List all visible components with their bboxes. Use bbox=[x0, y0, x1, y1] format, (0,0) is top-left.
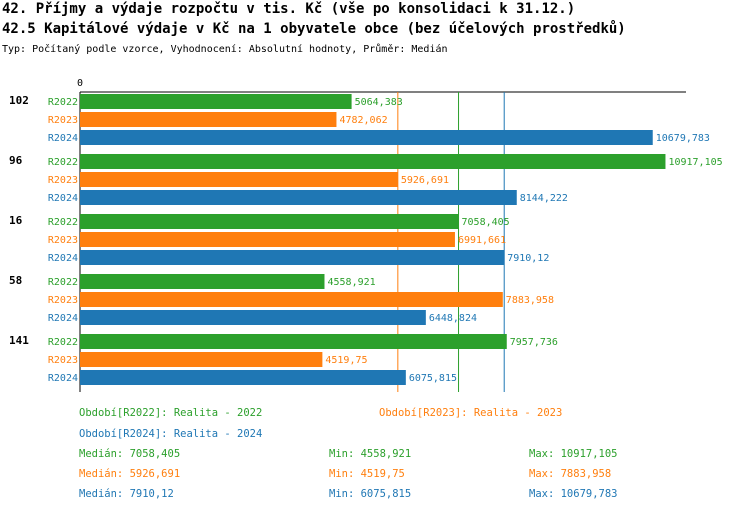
chart-title-main: 42. Příjmy a výdaje rozpočtu v tis. Kč (… bbox=[2, 1, 576, 17]
category-label: 96 bbox=[9, 154, 23, 167]
category-label: 141 bbox=[9, 334, 29, 347]
series-label: R2024 bbox=[48, 133, 78, 144]
data-label: 4782,062 bbox=[339, 115, 387, 126]
series-label: R2022 bbox=[48, 97, 78, 108]
legend-r2024: Období[R2024]: Realita - 2024 bbox=[79, 428, 263, 440]
data-label: 8144,222 bbox=[520, 193, 568, 204]
data-label: 5926,691 bbox=[401, 175, 449, 186]
chart-title-sub: 42.5 Kapitálové výdaje v Kč na 1 obyvate… bbox=[2, 21, 626, 37]
bar bbox=[80, 274, 325, 289]
bar-chart: 0 102 R2022 5064,383 R2023 4782,062 R2024 10679… bbox=[9, 78, 723, 392]
data-label: 10917,105 bbox=[668, 157, 722, 168]
bar bbox=[80, 292, 503, 307]
series-label: R2024 bbox=[48, 253, 78, 264]
data-label: 10679,783 bbox=[656, 133, 710, 144]
data-label: 7883,958 bbox=[506, 295, 554, 306]
stat-min-r2022: Min: 4558,921 bbox=[329, 448, 412, 460]
series-label: R2023 bbox=[48, 295, 78, 306]
bar bbox=[80, 214, 459, 229]
legend-r2022: Období[R2022]: Realita - 2022 bbox=[79, 407, 263, 419]
series-label: R2022 bbox=[48, 337, 78, 348]
category-label: 16 bbox=[9, 214, 23, 227]
bar bbox=[80, 190, 517, 205]
stat-max-r2024: Max: 10679,783 bbox=[529, 488, 618, 500]
series-label: R2022 bbox=[48, 217, 78, 228]
stat-median-r2022: Medián: 7058,405 bbox=[79, 448, 181, 460]
bar bbox=[80, 154, 666, 169]
series-label: R2024 bbox=[48, 193, 78, 204]
series-label: R2024 bbox=[48, 373, 78, 384]
bar bbox=[80, 94, 352, 109]
bar bbox=[80, 370, 406, 385]
x-axis-zero-label: 0 bbox=[77, 78, 83, 89]
series-label: R2022 bbox=[48, 157, 78, 168]
bar bbox=[80, 250, 505, 265]
series-label: R2023 bbox=[48, 355, 78, 366]
stat-max-r2023: Max: 7883,958 bbox=[529, 468, 612, 480]
series-label: R2023 bbox=[48, 175, 78, 186]
series-label: R2023 bbox=[48, 235, 78, 246]
bar bbox=[80, 172, 398, 187]
data-label: 7957,736 bbox=[510, 337, 558, 348]
data-label: 4558,921 bbox=[327, 277, 375, 288]
category-label: 102 bbox=[9, 94, 29, 107]
data-label: 7910,12 bbox=[507, 253, 549, 264]
bar bbox=[80, 310, 426, 325]
stat-min-r2024: Min: 6075,815 bbox=[329, 488, 412, 500]
bar bbox=[80, 232, 455, 247]
series-label: R2024 bbox=[48, 313, 78, 324]
chart-type-description: Typ: Počítaný podle vzorce, Vyhodnocení:… bbox=[2, 44, 448, 55]
data-label: 5064,383 bbox=[355, 97, 403, 108]
data-label: 6448,824 bbox=[429, 313, 477, 324]
stat-median-r2024: Medián: 7910,12 bbox=[79, 488, 174, 500]
bar bbox=[80, 352, 323, 367]
stat-min-r2023: Min: 4519,75 bbox=[329, 468, 405, 480]
legend-r2023: Období[R2023]: Realita - 2023 bbox=[379, 407, 563, 419]
data-label: 4519,75 bbox=[325, 355, 367, 366]
data-label: 7058,405 bbox=[462, 217, 510, 228]
bar bbox=[80, 334, 507, 349]
data-label: 6991,661 bbox=[458, 235, 506, 246]
data-label: 6075,815 bbox=[409, 373, 457, 384]
category-label: 58 bbox=[9, 274, 22, 287]
series-label: R2023 bbox=[48, 115, 78, 126]
stat-max-r2022: Max: 10917,105 bbox=[529, 448, 618, 460]
series-label: R2022 bbox=[48, 277, 78, 288]
bar bbox=[80, 130, 653, 145]
bar bbox=[80, 112, 337, 127]
stat-median-r2023: Medián: 5926,691 bbox=[79, 468, 181, 480]
